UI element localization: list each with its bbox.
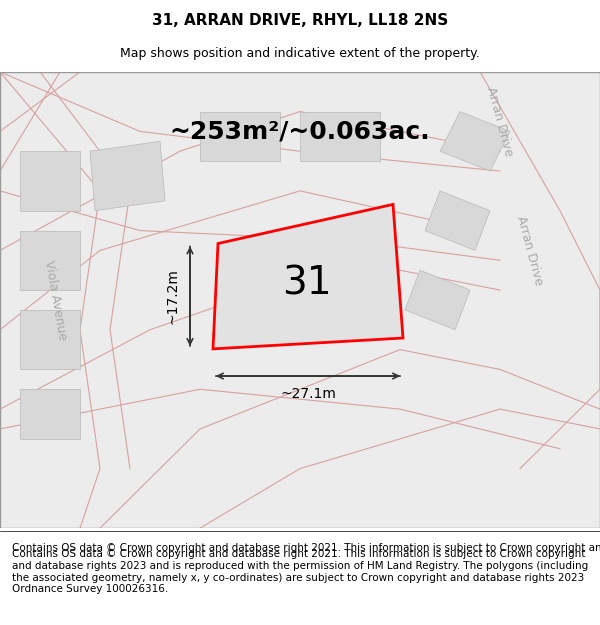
Text: Arran Drive: Arran Drive bbox=[514, 214, 545, 287]
Polygon shape bbox=[405, 270, 470, 330]
Text: Arran Drive: Arran Drive bbox=[484, 85, 515, 158]
Polygon shape bbox=[300, 111, 380, 161]
Text: Contains OS data © Crown copyright and database right 2021. This information is : Contains OS data © Crown copyright and d… bbox=[12, 549, 588, 594]
Text: ~253m²/~0.063ac.: ~253m²/~0.063ac. bbox=[170, 119, 430, 143]
Polygon shape bbox=[213, 204, 403, 349]
Text: Map shows position and indicative extent of the property.: Map shows position and indicative extent… bbox=[120, 48, 480, 61]
Text: ~27.1m: ~27.1m bbox=[280, 387, 336, 401]
Polygon shape bbox=[200, 111, 280, 161]
Polygon shape bbox=[20, 151, 80, 211]
Polygon shape bbox=[20, 389, 80, 439]
Polygon shape bbox=[20, 231, 80, 290]
Text: 31: 31 bbox=[282, 265, 332, 302]
Text: 31, ARRAN DRIVE, RHYL, LL18 2NS: 31, ARRAN DRIVE, RHYL, LL18 2NS bbox=[152, 12, 448, 28]
Polygon shape bbox=[425, 191, 490, 251]
Text: ~17.2m: ~17.2m bbox=[165, 268, 179, 324]
Polygon shape bbox=[90, 141, 165, 211]
Text: Viola Avenue: Viola Avenue bbox=[41, 259, 68, 341]
Polygon shape bbox=[20, 310, 80, 369]
Polygon shape bbox=[440, 111, 510, 171]
Text: Contains OS data © Crown copyright and database right 2021. This information is : Contains OS data © Crown copyright and d… bbox=[12, 542, 600, 552]
